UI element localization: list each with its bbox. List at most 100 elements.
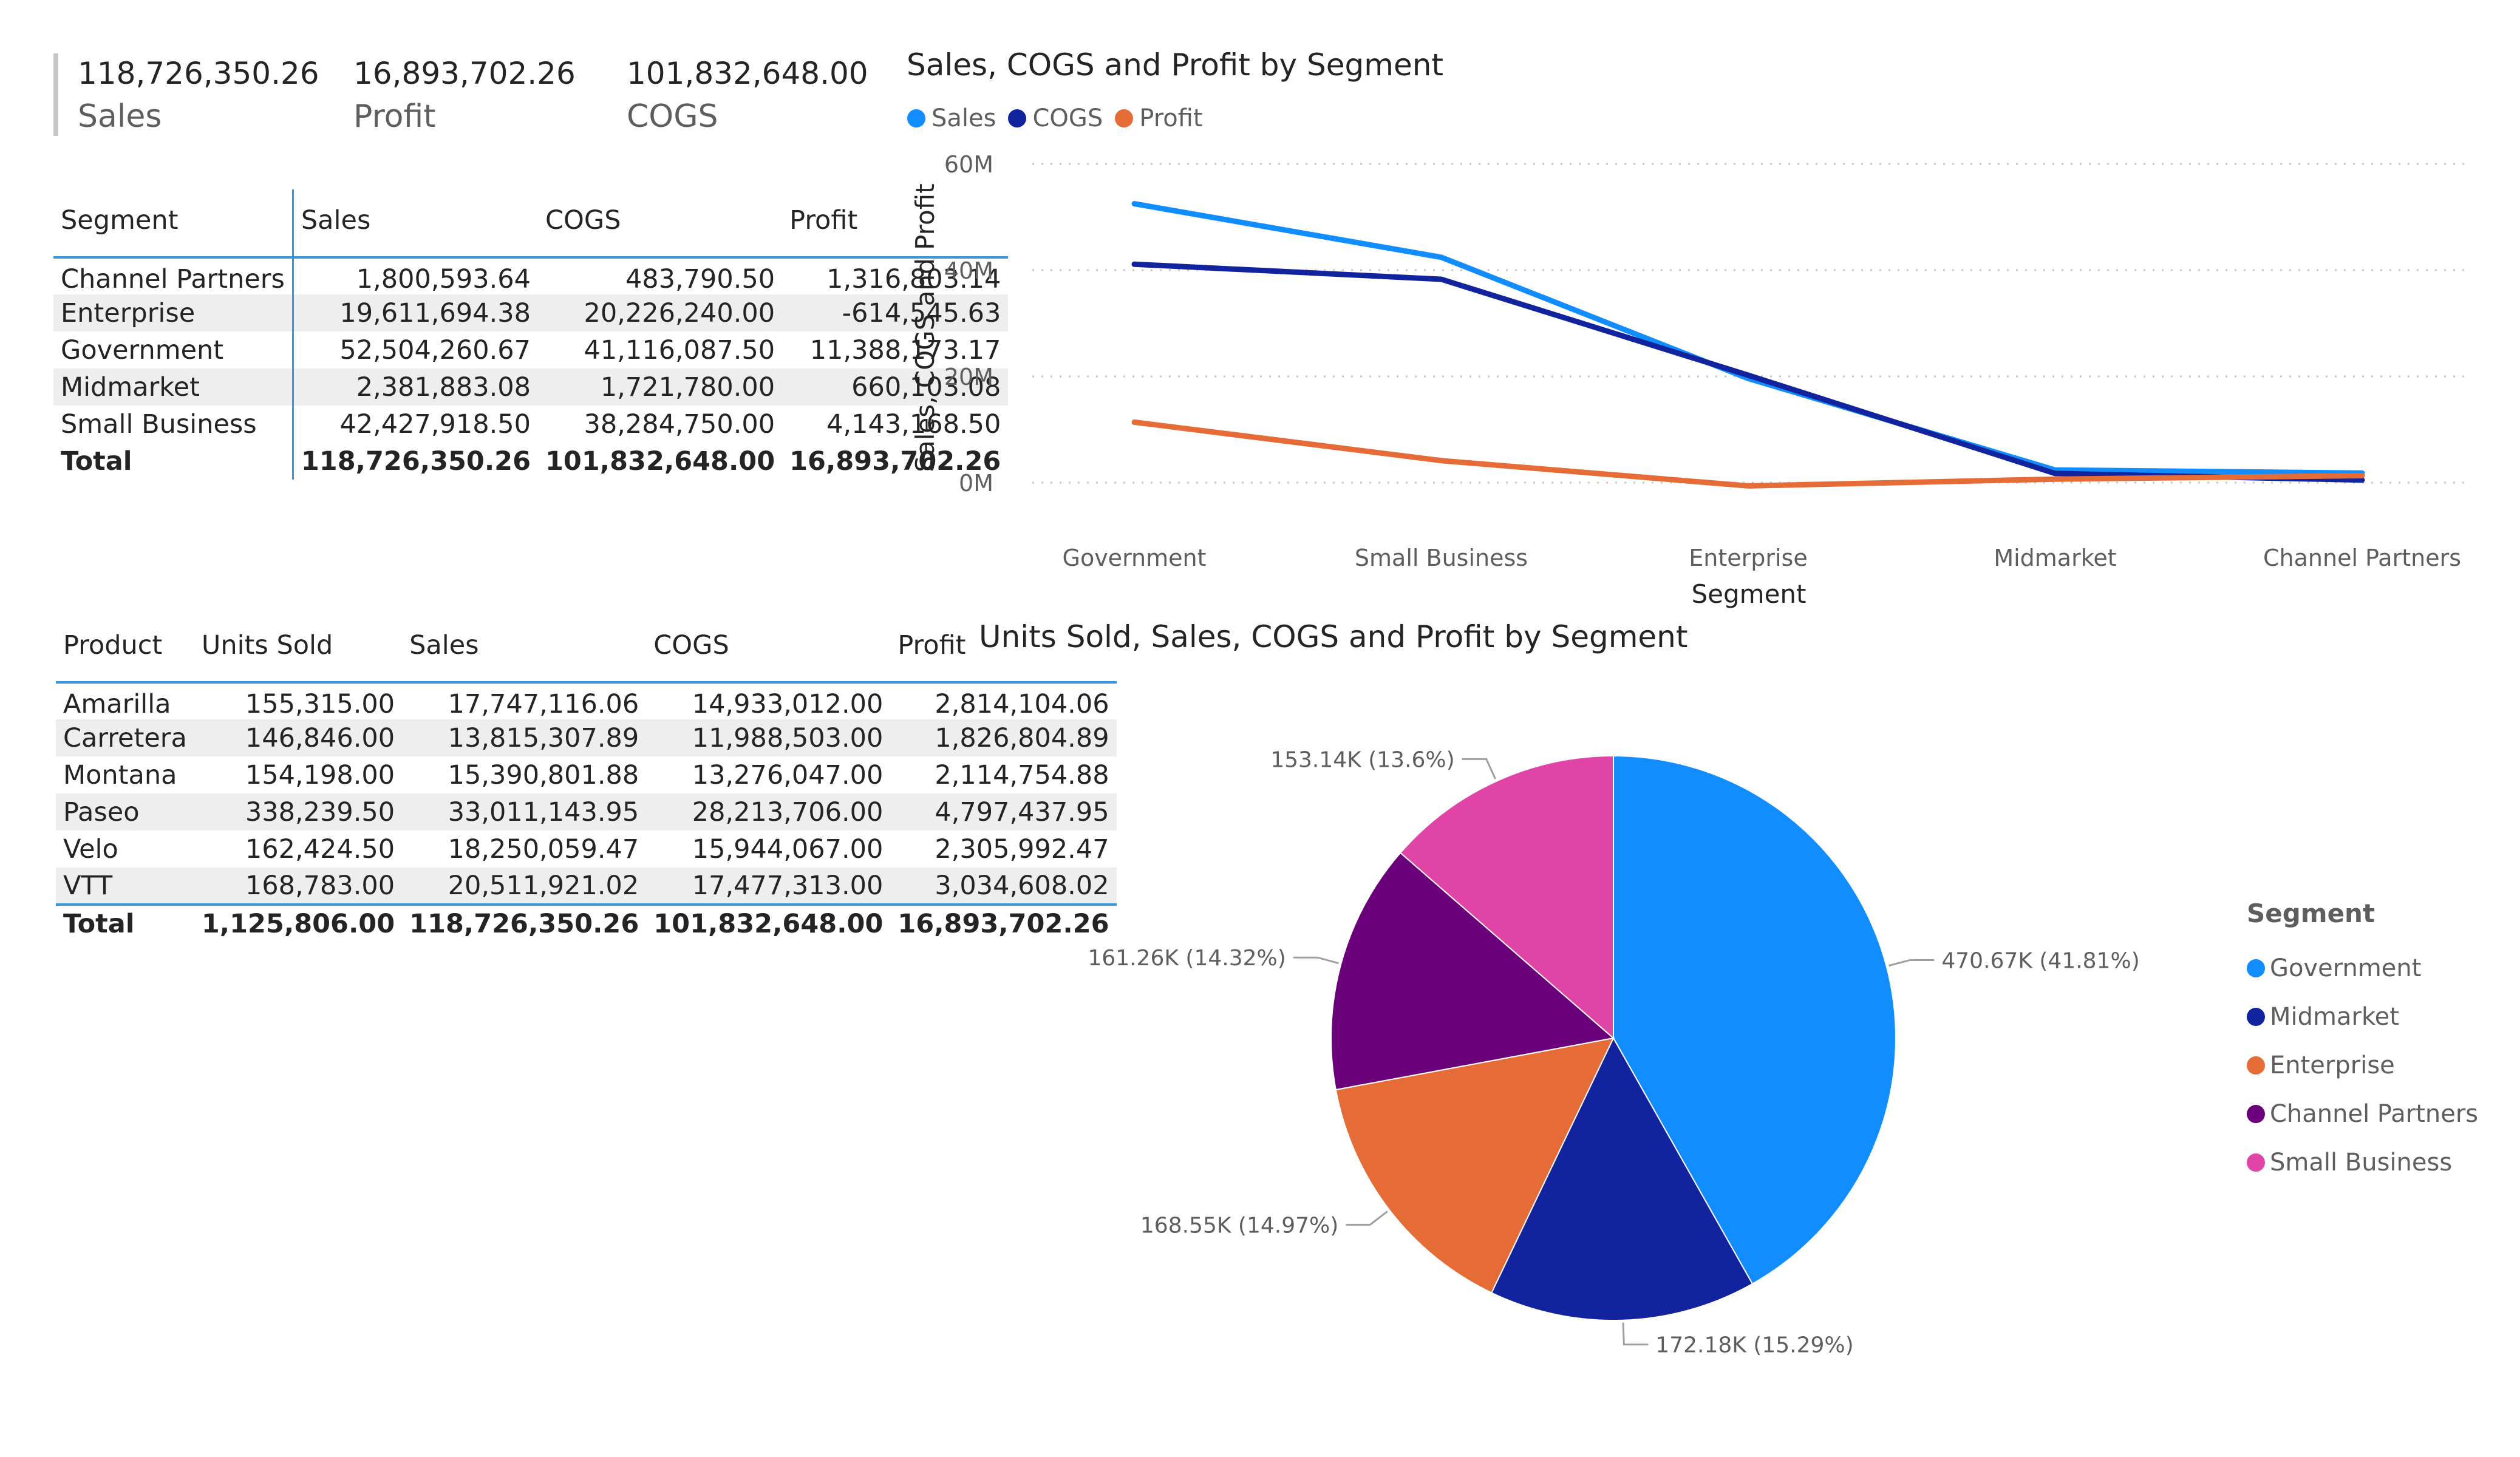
cell-sales: 18,250,059.47 — [448, 834, 639, 864]
cell-total-label: Total — [53, 443, 294, 480]
cell-profit: 1,826,804.89 — [890, 719, 1117, 756]
cell-profit: 4,797,437.95 — [890, 793, 1117, 830]
legend-marker-icon — [907, 109, 925, 127]
column-header-segment[interactable]: Segment — [53, 189, 294, 259]
pie-slice-midmarket[interactable] — [1490, 1036, 1754, 1321]
cell-total-cogs: 101,832,648.00 — [646, 903, 891, 942]
legend-label: Small Business — [2270, 1149, 2453, 1177]
data-label: 172.18K (15.29%) — [1655, 1333, 1853, 1358]
kpi-card-cogs[interactable]: 101,832,648.00 COGS — [627, 56, 868, 135]
cell-cogs: 14,933,012.00 — [692, 688, 884, 719]
legend-label: Midmarket — [2270, 1003, 2399, 1031]
cell-sales: 15,390,801.88 — [448, 759, 639, 790]
cell-units-sold: 168,783.00 — [194, 868, 403, 905]
cell-product: Amarilla — [63, 688, 171, 719]
x-tick-label: Channel Partners — [2263, 545, 2461, 571]
legend-item-government[interactable]: Government — [2247, 944, 2478, 993]
table-row[interactable]: Montana 154,198.00 15,390,801.88 13,276,… — [56, 756, 1117, 793]
cell-sales: 17,747,116.06 — [448, 688, 639, 719]
kpi-label: Profit — [353, 98, 436, 135]
table-row[interactable]: Carretera 146,846.00 13,815,307.89 11,98… — [56, 719, 1117, 756]
legend-item-enterprise[interactable]: Enterprise — [2247, 1041, 2478, 1090]
cell-sales: 33,011,143.95 — [402, 793, 647, 830]
table-row[interactable]: Channel Partners 1,800,593.64 483,790.50… — [53, 257, 1008, 294]
cell-sales: 1,800,593.64 — [356, 263, 531, 294]
cell-cogs: 13,276,047.00 — [692, 759, 884, 790]
cell-total-profit: 16,893,702.26 — [890, 903, 1117, 942]
table-total-row: Total 1,125,806.00 118,726,350.26 101,83… — [56, 903, 1117, 942]
leader-line — [1622, 1322, 1649, 1346]
pie-slice-government[interactable] — [1613, 755, 1896, 1285]
column-header-cogs[interactable]: COGS — [646, 614, 891, 684]
column-header-sales[interactable]: Sales — [293, 189, 539, 259]
table-row[interactable]: Amarilla 155,315.00 17,747,116.06 14,933… — [56, 682, 1117, 719]
y-axis-title: Sales, COGS and Profit — [910, 183, 940, 472]
table-row[interactable]: Velo 162,424.50 18,250,059.47 15,944,067… — [56, 830, 1117, 868]
legend-marker-icon — [2247, 1056, 2265, 1075]
pie-chart[interactable]: 470.67K (41.81%) 172.18K (15.29%) 168.55K … — [1088, 747, 2139, 1357]
table-row[interactable]: VTT 168,783.00 20,511,921.02 17,477,313.… — [56, 868, 1117, 905]
column-header-profit[interactable]: Profit — [890, 614, 1117, 684]
cell-cogs: 15,944,067.00 — [692, 834, 884, 864]
series-line-profit[interactable] — [1131, 419, 2365, 489]
kpi-card-sales[interactable]: 118,726,350.26 Sales — [78, 56, 319, 135]
cell-total-sales: 118,726,350.26 — [301, 446, 531, 477]
cell-profit: 2,114,754.88 — [935, 759, 1109, 790]
legend-item-midmarket[interactable]: Midmarket — [2247, 993, 2478, 1041]
cell-total-units-sold: 1,125,806.00 — [194, 903, 403, 942]
legend-marker-icon — [2247, 1105, 2265, 1123]
column-header-sales[interactable]: Sales — [402, 614, 647, 684]
cell-units-sold: 338,239.50 — [194, 793, 403, 830]
x-tick-label: Small Business — [1355, 545, 1528, 571]
cell-profit: 4,143,168.50 — [826, 409, 1001, 440]
line-chart-title: Sales, COGS and Profit by Segment — [907, 47, 1444, 83]
pie-slice-enterprise[interactable] — [1335, 1037, 1615, 1294]
cell-profit: -614,545.63 — [782, 294, 1009, 331]
product-table[interactable]: Product Units Sold Sales COGS Profit Ama… — [56, 614, 1117, 942]
cell-sales: 42,427,918.50 — [339, 409, 531, 440]
legend-item-sales[interactable]: Sales — [907, 104, 996, 132]
legend-marker-icon — [1008, 109, 1027, 127]
column-header-units-sold[interactable]: Units Sold — [194, 614, 403, 684]
column-header-cogs[interactable]: COGS — [538, 189, 783, 259]
kpi-card-profit[interactable]: 16,893,702.26 Profit — [353, 56, 576, 135]
legend-label: COGS — [1032, 104, 1103, 132]
table-row[interactable]: Enterprise 19,611,694.38 20,226,240.00 -… — [53, 294, 1009, 331]
data-label: 168.55K (14.97%) — [1140, 1213, 1338, 1238]
line-chart[interactable]: 60M 40M 20M 0M Government Small Business Enter… — [910, 151, 2471, 609]
legend-label: Channel Partners — [2270, 1100, 2479, 1128]
table-row[interactable]: Midmarket 2,381,883.08 1,721,780.00 660,… — [53, 368, 1009, 406]
cell-segment: Enterprise — [53, 294, 294, 331]
kpi-value: 16,893,702.26 — [353, 56, 576, 91]
pie-slice-small-business[interactable] — [1399, 755, 1614, 1040]
cell-units-sold: 154,198.00 — [245, 759, 395, 790]
table-row[interactable]: Paseo 338,239.50 33,011,143.95 28,213,70… — [56, 793, 1117, 830]
pie-slice-channel-partners[interactable] — [1330, 852, 1615, 1091]
y-tick-label: 0M — [959, 470, 993, 497]
cell-sales: 52,504,260.67 — [339, 335, 531, 365]
table-row[interactable]: Small Business 42,427,918.50 38,284,750.… — [53, 406, 1008, 443]
kpi-accent-bar — [53, 53, 58, 136]
table-row[interactable]: Government 52,504,260.67 41,116,087.50 1… — [53, 331, 1008, 368]
x-axis-title: Segment — [1692, 579, 1807, 609]
series-line-sales[interactable] — [1131, 201, 2365, 476]
cell-total-cogs: 101,832,648.00 — [545, 446, 775, 477]
cell-profit: 660,103.08 — [782, 368, 1009, 406]
table-header-row: Product Units Sold Sales COGS Profit — [56, 614, 1117, 684]
legend-item-profit[interactable]: Profit — [1115, 104, 1203, 132]
cell-cogs: 38,284,750.00 — [584, 409, 775, 440]
segment-table[interactable]: Segment Sales COGS Profit Channel Partne… — [53, 189, 1009, 480]
cell-sales: 20,511,921.02 — [402, 868, 647, 905]
legend-item-small-business[interactable]: Small Business — [2247, 1138, 2478, 1187]
legend-label: Profit — [1139, 104, 1203, 132]
legend-marker-icon — [2247, 1008, 2265, 1026]
table-header-row: Segment Sales COGS Profit — [53, 189, 1009, 259]
legend-label: Government — [2270, 954, 2422, 982]
column-header-product[interactable]: Product — [56, 614, 194, 684]
legend-marker-icon — [2247, 1153, 2265, 1172]
cell-cogs: 11,988,503.00 — [646, 719, 891, 756]
column-header-profit[interactable]: Profit — [782, 189, 1009, 259]
legend-item-cogs[interactable]: COGS — [1008, 104, 1103, 132]
legend-item-channel-partners[interactable]: Channel Partners — [2247, 1090, 2478, 1138]
